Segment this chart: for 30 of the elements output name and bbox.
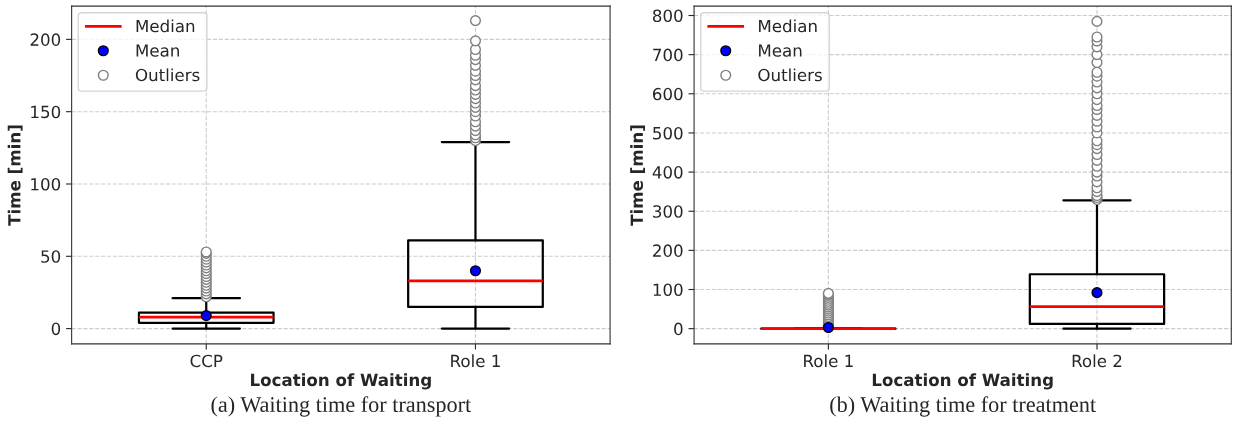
y-tick-label: 800 — [652, 9, 683, 23]
legend-label: Median — [759, 19, 817, 33]
text: (b) Waiting time for treatment — [830, 396, 1096, 417]
y-tick-label: 500 — [653, 126, 683, 140]
y-axis-title: Time [min] — [630, 125, 646, 226]
x-tick-label: Role 1 — [804, 354, 853, 368]
y-tick-label: 50 — [41, 250, 61, 263]
x-tick-label: CCP — [190, 354, 223, 368]
legend-label: Outliers — [135, 68, 200, 82]
x-axis-title: Location of Waiting — [872, 373, 1053, 390]
y-tick-label: 700 — [653, 48, 683, 62]
y-axis-title: Time [min] — [7, 125, 23, 226]
y-tick-label: 400 — [652, 166, 683, 179]
legend-label: Mean — [759, 44, 802, 57]
legend-label: Mean — [136, 44, 179, 57]
y-tick-label: 0 — [674, 322, 683, 336]
y-tick-label: 200 — [653, 244, 683, 257]
legend-label: Median — [136, 19, 195, 33]
y-tick-label: 0 — [51, 322, 61, 336]
x-axis-title: Location of Waiting — [251, 373, 431, 390]
y-tick-label: 100 — [653, 283, 683, 297]
x-tick-label: Role 1 — [451, 354, 500, 368]
legend-label: Outliers — [758, 68, 822, 82]
y-tick-label: 100 — [31, 177, 61, 191]
y-tick-label: 200 — [30, 33, 61, 46]
y-tick-label: 600 — [653, 87, 683, 101]
y-tick-label: 150 — [31, 105, 61, 119]
text: (a) Waiting time for transport — [211, 396, 472, 417]
y-tick-label: 300 — [653, 205, 683, 218]
x-tick-label: Role 2 — [1072, 354, 1122, 368]
